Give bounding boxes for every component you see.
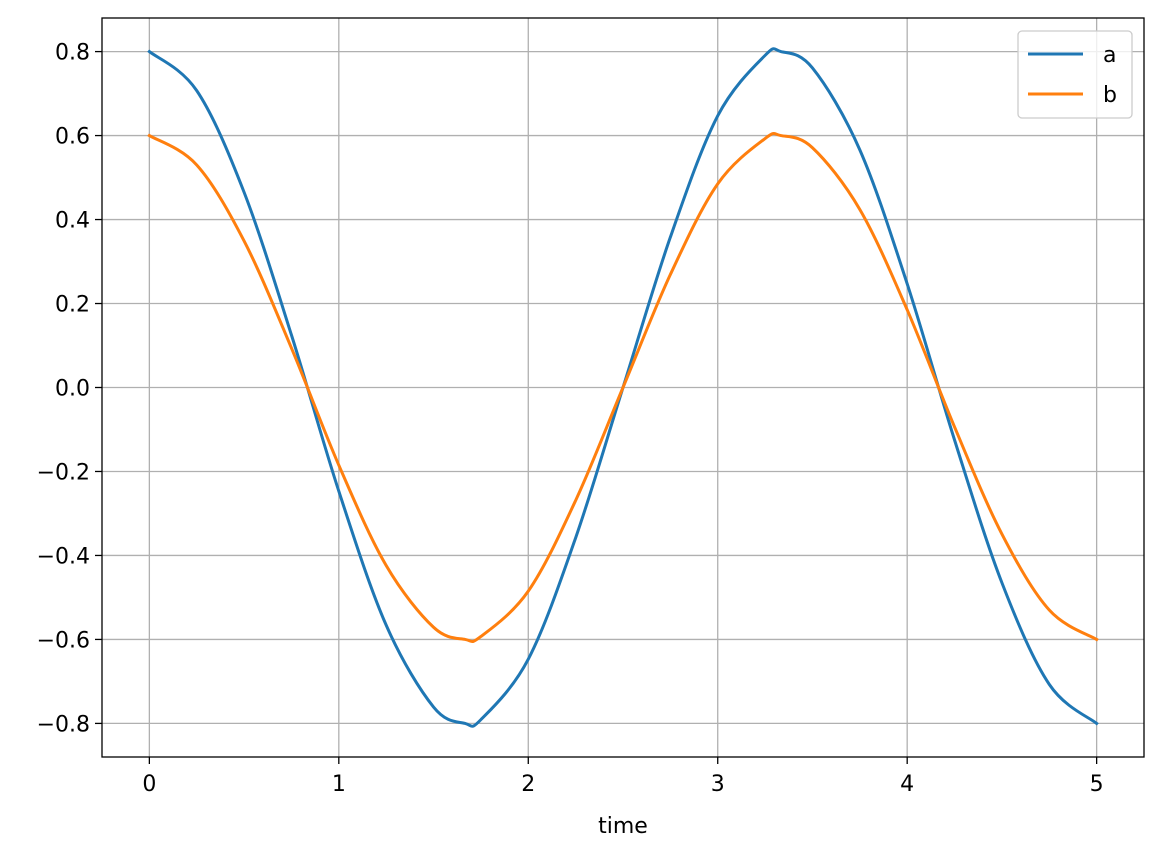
x-axis-label: time: [598, 814, 648, 839]
y-axis: 0.8 0.6 0.4 0.2 0.0 −0.2 −0.4 −0.6 −0.8: [37, 41, 102, 737]
y-tick-label: 0.2: [55, 293, 90, 318]
x-tick-label: 4: [900, 772, 914, 797]
x-tick-label: 5: [1090, 772, 1104, 797]
y-tick-label: −0.8: [37, 712, 90, 737]
x-axis: 0 1 2 3 4 5: [142, 757, 1104, 797]
legend: ab: [1017, 30, 1133, 119]
series-line-b: [147, 131, 1099, 644]
x-tick-label: 0: [142, 772, 156, 797]
x-tick-label: 1: [332, 772, 346, 797]
x-tick-label: 3: [711, 772, 725, 797]
y-tick-label: 0.4: [55, 209, 90, 234]
y-tick-label: 0.6: [55, 125, 90, 150]
x-tick-label: 2: [521, 772, 535, 797]
legend-label-b: b: [1103, 83, 1117, 108]
y-tick-label: 0.0: [55, 377, 90, 402]
y-tick-label: 0.8: [55, 41, 90, 66]
y-tick-label: −0.2: [37, 460, 90, 485]
legend-label-a: a: [1103, 43, 1116, 68]
y-tick-label: −0.4: [37, 544, 90, 569]
series-lines: [147, 47, 1099, 728]
y-tick-label: −0.6: [37, 628, 90, 653]
grid-lines: [102, 18, 1144, 757]
